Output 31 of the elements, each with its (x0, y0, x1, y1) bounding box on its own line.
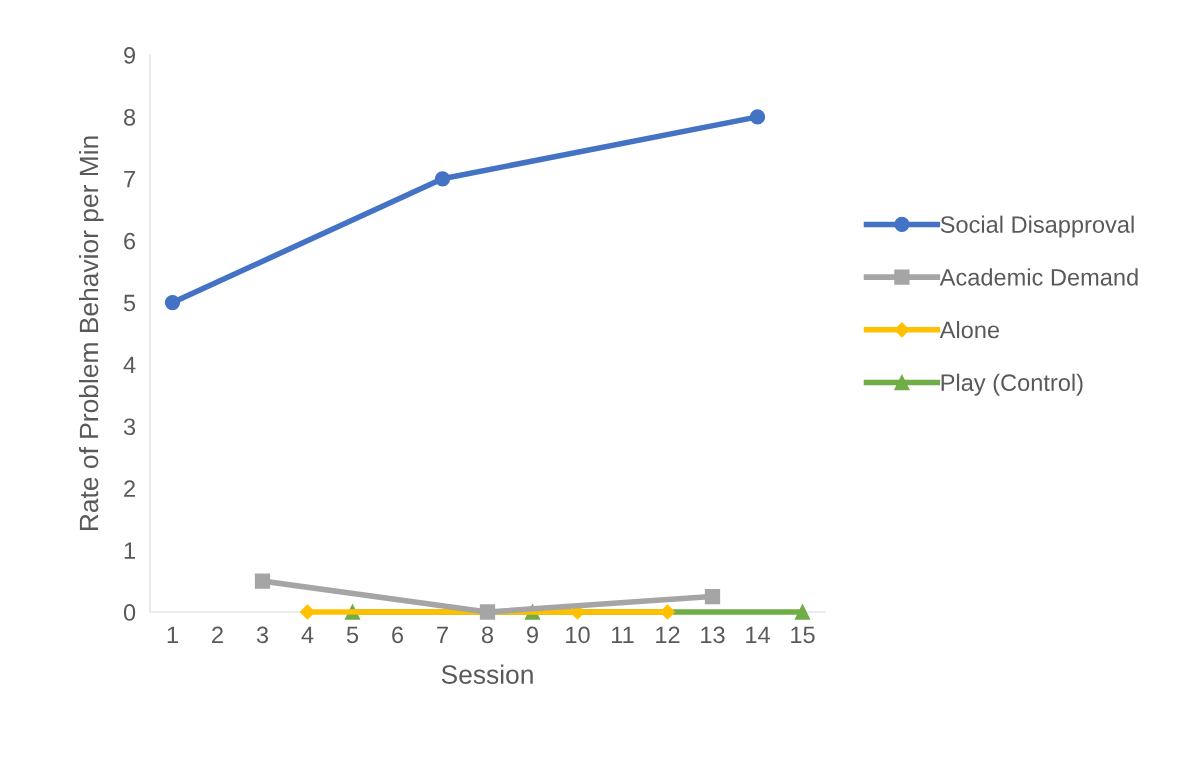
x-tick-label: 10 (566, 626, 590, 644)
y-tick-label: 1 (124, 542, 135, 559)
x-tick-label: 13 (701, 626, 725, 644)
y-axis-title: Rate of Problem Behavior per Min (78, 136, 104, 531)
legend-label: Play (Control) (941, 373, 1083, 396)
x-tick-label: 11 (612, 626, 634, 643)
x-tick-label: 12 (656, 626, 680, 643)
x-tick-label: 4 (301, 626, 314, 643)
legend-label: Social Disapproval (940, 215, 1134, 238)
x-tick-label: 1 (167, 626, 178, 643)
x-tick-label: 14 (746, 626, 770, 643)
x-axis-title: Session (441, 664, 533, 684)
y-tick-label: 0 (123, 604, 136, 621)
y-tick-label: 4 (123, 356, 136, 373)
y-tick-label: 9 (124, 47, 135, 64)
x-tick-label: 8 (481, 626, 494, 644)
y-tick-label: 8 (124, 108, 136, 126)
legend-label: Academic Demand (939, 268, 1138, 286)
y-tick-label: 2 (124, 480, 135, 497)
x-tick-label: 7 (437, 626, 448, 643)
x-tick-label: 5 (346, 626, 359, 644)
legend-label: Alone (939, 321, 1000, 339)
x-tick-label: 15 (791, 626, 815, 644)
x-tick-label: 3 (256, 626, 269, 644)
x-tick-label: 9 (527, 626, 538, 644)
x-tick-label: 6 (392, 626, 404, 644)
x-tick-label: 2 (212, 626, 223, 643)
y-tick-label: 6 (124, 232, 136, 250)
y-tick-label: 5 (123, 294, 136, 312)
y-tick-label: 3 (123, 418, 136, 436)
y-tick-label: 7 (124, 171, 135, 188)
